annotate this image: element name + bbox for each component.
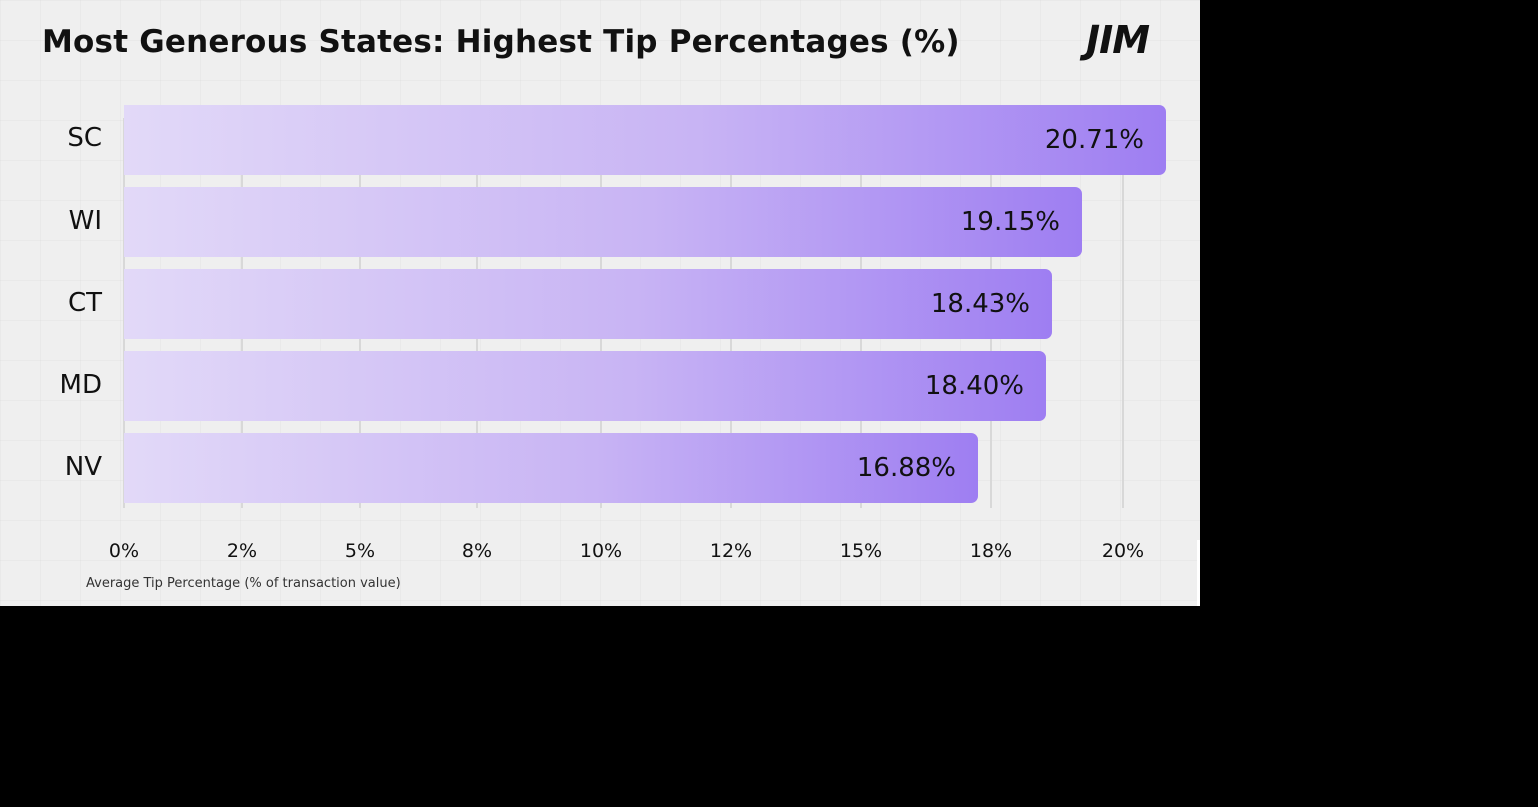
x-tick: 18% <box>969 540 1013 562</box>
bar-ct: 18.43% <box>124 269 1052 339</box>
bar-wi: 19.15% <box>124 187 1082 257</box>
bar-nv: 16.88% <box>124 433 978 503</box>
chart-card: Most Generous States: Highest Tip Percen… <box>0 0 1200 606</box>
x-tick: 0% <box>108 540 140 562</box>
bar-value: 19.15% <box>960 207 1060 237</box>
x-axis-label: Average Tip Percentage (% of transaction… <box>86 576 401 591</box>
edge-highlight <box>1197 540 1200 606</box>
category-label: NV <box>64 452 102 482</box>
x-tick: 8% <box>461 540 493 562</box>
x-tick: 15% <box>839 540 883 562</box>
x-tick: 20% <box>1101 540 1145 562</box>
x-tick: 12% <box>709 540 753 562</box>
jim-logo: JIM <box>1086 18 1150 62</box>
bar-sc: 20.71% <box>124 105 1166 175</box>
bar-value: 18.40% <box>924 371 1024 401</box>
category-label: MD <box>59 370 102 400</box>
category-label: SC <box>67 123 102 153</box>
x-tick: 5% <box>344 540 376 562</box>
bar-md: 18.40% <box>124 351 1046 421</box>
chart-title: Most Generous States: Highest Tip Percen… <box>42 24 960 60</box>
x-tick: 2% <box>226 540 258 562</box>
bar-value: 16.88% <box>856 453 956 483</box>
category-label: WI <box>68 206 102 236</box>
bar-value: 18.43% <box>930 289 1030 319</box>
gridline <box>1122 118 1124 508</box>
bar-value: 20.71% <box>1044 125 1144 155</box>
category-label: CT <box>67 288 102 318</box>
x-tick: 10% <box>579 540 623 562</box>
